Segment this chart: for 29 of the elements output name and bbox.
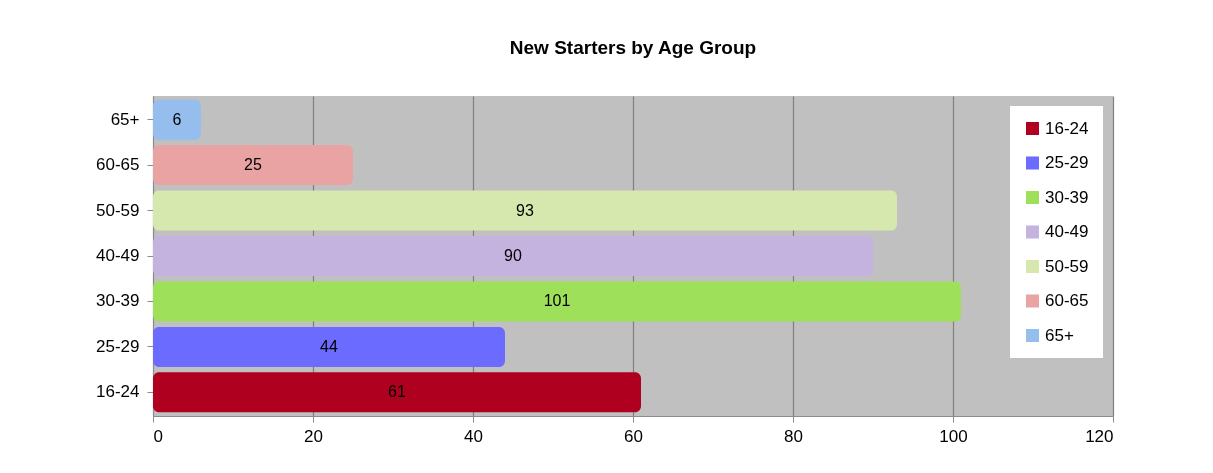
legend-label: 40-49 bbox=[1045, 222, 1089, 241]
legend-label: 65+ bbox=[1045, 325, 1074, 345]
legend-label: 60-65 bbox=[1045, 291, 1089, 310]
y-tick-label: 16-24 bbox=[96, 382, 140, 402]
legend-label: 50-59 bbox=[1045, 256, 1089, 276]
x-tick-label: 0 bbox=[153, 426, 163, 446]
y-tick-label: 65+ bbox=[110, 109, 140, 129]
y-tick-label: 40-49 bbox=[96, 246, 140, 265]
x-tick-label: 60 bbox=[624, 426, 643, 446]
data-label: 44 bbox=[320, 337, 338, 355]
x-tick-label: 20 bbox=[304, 426, 323, 446]
x-tick-label: 100 bbox=[939, 426, 968, 446]
legend-label: 16-24 bbox=[1045, 118, 1089, 138]
legend-label: 25-29 bbox=[1045, 153, 1089, 172]
data-label: 101 bbox=[543, 292, 571, 310]
y-tick-label: 25-29 bbox=[96, 336, 140, 356]
x-tick-label: 120 bbox=[1085, 426, 1114, 446]
chart-title: New Starters by Age Group bbox=[509, 37, 757, 58]
y-tick-label: 30-39 bbox=[96, 291, 140, 311]
x-tick-label: 80 bbox=[784, 426, 803, 446]
data-label: 93 bbox=[516, 201, 534, 219]
data-label: 25 bbox=[244, 156, 262, 174]
y-tick-label: 50-59 bbox=[96, 200, 140, 220]
data-label: 6 bbox=[172, 110, 182, 128]
legend-label: 30-39 bbox=[1045, 187, 1089, 207]
x-tick-label: 40 bbox=[464, 426, 483, 446]
y-tick-label: 60-65 bbox=[96, 155, 140, 175]
data-label: 61 bbox=[388, 383, 406, 401]
data-label: 90 bbox=[504, 247, 522, 264]
